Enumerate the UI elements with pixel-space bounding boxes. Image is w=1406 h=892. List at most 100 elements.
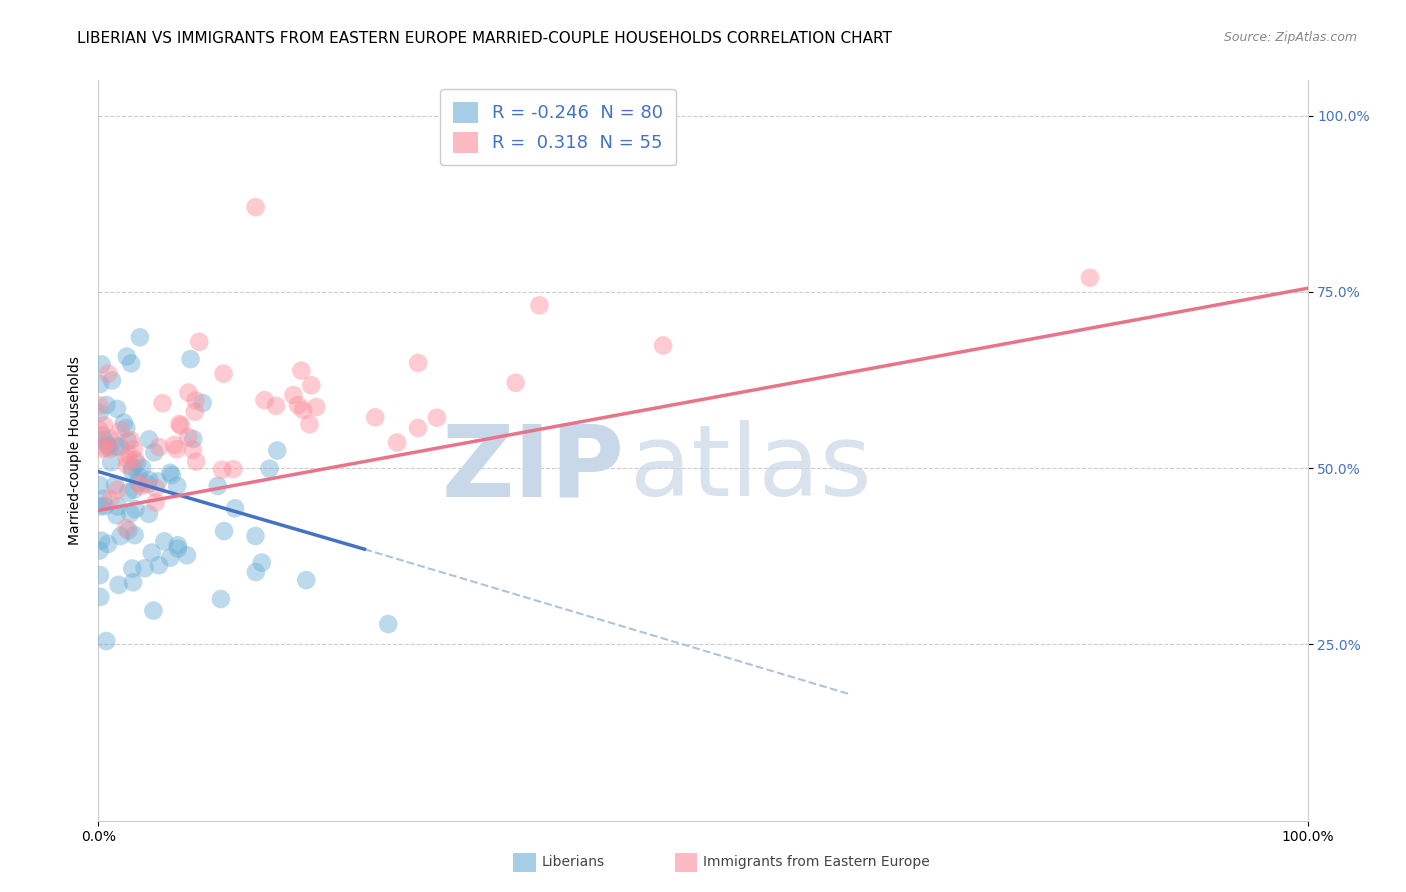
Text: LIBERIAN VS IMMIGRANTS FROM EASTERN EUROPE MARRIED-COUPLE HOUSEHOLDS CORRELATION: LIBERIAN VS IMMIGRANTS FROM EASTERN EURO…	[77, 31, 893, 46]
Point	[93, 418, 115, 433]
Point	[120, 356, 142, 370]
Point	[100, 455, 122, 469]
Point	[108, 440, 131, 454]
Point	[163, 438, 186, 452]
Point	[115, 521, 138, 535]
Point	[90, 358, 112, 372]
Point	[90, 533, 112, 548]
Point	[100, 432, 122, 446]
Point	[166, 442, 188, 457]
Point	[211, 463, 233, 477]
Point	[142, 604, 165, 618]
Point	[245, 200, 267, 214]
Point	[107, 578, 129, 592]
Point	[186, 454, 208, 468]
Point	[505, 376, 527, 390]
Point	[96, 438, 118, 452]
Point	[298, 417, 321, 432]
Point	[129, 479, 152, 493]
Point	[120, 433, 142, 447]
Text: Immigrants from Eastern Europe: Immigrants from Eastern Europe	[703, 855, 929, 869]
Point	[159, 550, 181, 565]
Point	[136, 477, 159, 491]
Point	[98, 442, 121, 456]
Point	[115, 421, 138, 435]
Point	[222, 462, 245, 476]
Point	[112, 416, 135, 430]
Point	[124, 453, 146, 467]
Point	[110, 529, 132, 543]
Point	[148, 558, 170, 573]
Point	[143, 445, 166, 459]
Point	[148, 440, 170, 454]
Point	[224, 501, 246, 516]
Point	[89, 406, 111, 420]
Point	[89, 543, 111, 558]
Point	[145, 481, 167, 495]
Point	[245, 565, 267, 579]
Point	[181, 432, 204, 446]
Point	[529, 298, 551, 312]
Point	[96, 634, 118, 648]
Point	[166, 479, 188, 493]
Point	[152, 396, 174, 410]
Y-axis label: Married-couple Households: Married-couple Households	[67, 356, 82, 545]
Point	[105, 483, 128, 497]
Point	[128, 469, 150, 483]
Point	[89, 478, 111, 492]
Point	[91, 442, 114, 456]
Point	[117, 434, 139, 448]
Point	[652, 338, 675, 352]
Point	[105, 508, 128, 523]
Point	[129, 330, 152, 344]
Point	[117, 524, 139, 538]
Point	[209, 592, 232, 607]
Point	[97, 367, 120, 381]
Legend: R = -0.246  N = 80, R =  0.318  N = 55: R = -0.246 N = 80, R = 0.318 N = 55	[440, 89, 676, 165]
Point	[176, 549, 198, 563]
Point	[138, 473, 160, 487]
Point	[122, 483, 145, 497]
Point	[120, 507, 142, 521]
Text: ZIP: ZIP	[441, 420, 624, 517]
Point	[128, 475, 150, 490]
Point	[138, 433, 160, 447]
Point	[177, 385, 200, 400]
Point	[115, 452, 138, 467]
Point	[180, 352, 202, 367]
Point	[105, 401, 128, 416]
Point	[283, 388, 305, 402]
Point	[89, 590, 111, 604]
Point	[406, 356, 429, 370]
Point	[406, 421, 429, 435]
Point	[245, 529, 267, 543]
Point	[104, 478, 127, 492]
Point	[117, 458, 139, 472]
Point	[98, 440, 121, 454]
Point	[107, 500, 129, 514]
Point	[290, 364, 312, 378]
Point	[134, 561, 156, 575]
Point	[364, 410, 387, 425]
Text: Source: ZipAtlas.com: Source: ZipAtlas.com	[1223, 31, 1357, 45]
Point	[253, 393, 276, 408]
Point	[259, 461, 281, 475]
Point	[167, 541, 190, 556]
Point	[110, 424, 132, 438]
Point	[184, 393, 207, 408]
Point	[177, 430, 200, 444]
Point	[264, 399, 287, 413]
Point	[146, 475, 169, 489]
Text: atlas: atlas	[630, 420, 872, 517]
Point	[118, 447, 141, 461]
Point	[159, 466, 181, 480]
Point	[169, 417, 191, 431]
Point	[207, 479, 229, 493]
Point	[124, 528, 146, 542]
Point	[184, 405, 207, 419]
Point	[299, 378, 322, 392]
Point	[129, 477, 152, 491]
Point	[426, 410, 449, 425]
Point	[122, 442, 145, 457]
Point	[250, 556, 273, 570]
